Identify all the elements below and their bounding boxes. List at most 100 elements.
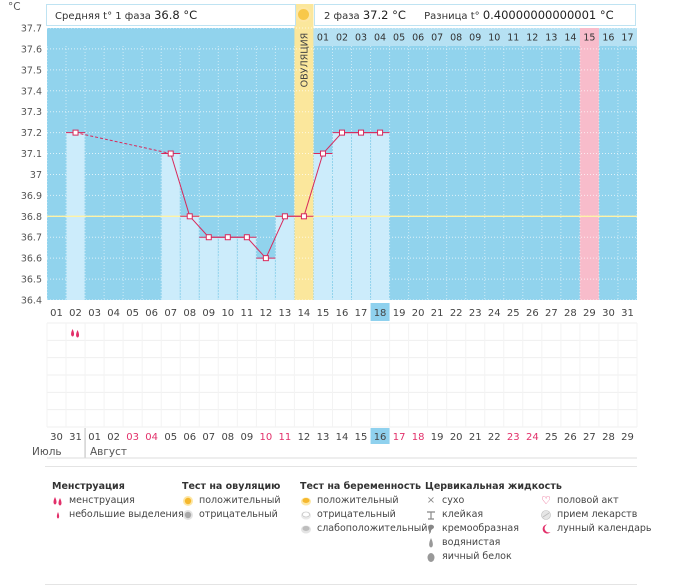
current-day-highlight [370,303,390,321]
temperature-segment [170,153,191,217]
pregnancy-weak-icon [300,523,312,535]
legend-cervical-title: Цервикальная жидкость [425,481,562,492]
date-label: 22 [488,432,501,443]
legend-moon: лунный календарь [540,522,652,535]
legend-medication: прием лекарств [540,508,637,521]
date-label: 18 [412,432,425,443]
legend-cervical-sticky-label: клейкая [442,509,484,520]
date-label: 15 [355,432,368,443]
temperature-point [262,255,269,262]
y-axis-unit: °C [8,1,21,13]
cycle-day-label: 31 [621,308,634,319]
ovulation-label: ОВУЛЯЦИЯ [299,33,310,88]
luteal-day-label: 07 [431,33,443,44]
date-label: 17 [393,432,406,443]
date-label: 05 [164,432,177,443]
date-label: 23 [507,432,520,443]
ovulation-sun-icon [298,9,309,20]
cycle-day-label: 27 [545,308,558,319]
pregnancy-positive-icon [300,495,312,507]
date-label: 11 [279,432,292,443]
moon-icon [540,523,552,535]
date-label: 10 [260,432,273,443]
month-july: Июль [32,446,62,458]
egg-white-icon [425,551,437,563]
date-label: 08 [221,432,234,443]
luteal-day-label: 01 [317,33,329,44]
cycle-day-label: 21 [431,308,444,319]
date-label: 19 [431,432,444,443]
phase2-label: 2 фаза [324,11,360,22]
date-label: 03 [126,432,139,443]
date-label: 29 [621,432,634,443]
y-tick-label: 36.4 [21,296,42,307]
legend-cervical-dry-label: сухо [442,495,465,506]
legend-pregtest-weak: слабоположительный [300,522,427,535]
cycle-day-label: 13 [279,308,292,319]
y-tick-label: 37.3 [21,107,42,118]
temperature-segment [75,132,171,155]
y-tick-label: 37.7 [21,24,42,35]
y-tick-label: 36.9 [21,191,42,202]
date-label: 24 [526,432,539,443]
cross-icon: × [426,495,436,506]
cycle-day-label: 29 [583,308,596,319]
phase2-stat: 2 фаза 37.2 °C Разница t° 0.400000000000… [314,4,636,26]
legend-ovtest-positive-label: положительный [199,495,281,506]
date-label: 21 [469,432,482,443]
y-tick-label: 37.2 [21,128,42,139]
luteal-header-pink [579,28,599,46]
legend-pregtest-weak-label: слабоположительный [317,523,428,534]
temperature-bar [275,216,294,300]
y-tick-label: 37.4 [21,86,42,97]
phase2-value: 37.2 °C [362,8,406,22]
stats-header: Средняя t° 1 фаза 36.8 °C 2 фаза 37.2 °C… [46,4,636,26]
cycle-day-label: 10 [221,308,234,319]
cycle-day-label: 20 [412,308,425,319]
temperature-point [300,213,307,220]
date-label: 12 [298,432,311,443]
blood-drop-small-icon [52,509,64,521]
luteal-day-label: 06 [412,33,424,44]
legend-spotting: небольшие выделения [52,508,184,521]
luteal-day-label: 13 [545,33,557,44]
sticky-icon [425,509,437,521]
luteal-day-label: 11 [507,33,519,44]
diff-label: Разница t° [424,11,480,22]
cycle-day-label: 23 [469,308,482,319]
luteal-day-label: 05 [393,33,405,44]
temperature-point [186,213,193,220]
y-tick-label: 36.8 [21,212,42,223]
legend-cervical-eggwhite: яичный белок [425,550,512,563]
cycle-day-label: 02 [69,308,82,319]
diff-value: 0.40000000000001 °C [482,8,614,22]
legend-moon-label: лунный календарь [557,523,652,534]
blood-drop-double-icon [52,495,64,507]
legend-medication-label: прием лекарств [557,509,638,520]
date-label: 14 [336,432,349,443]
temperature-segment [322,132,343,154]
temperature-bar [237,237,256,300]
legend-cervical-dry: × сухо [425,494,464,507]
y-tick-label: 37.1 [21,149,42,160]
luteal-day-label: 15 [583,33,595,44]
legend-cervical-watery: водянистая [425,536,500,549]
luteal-day-label: 04 [374,33,386,44]
legend-spotting-label: небольшие выделения [69,509,184,520]
creamy-icon [425,523,437,535]
legend-cervical-eggwhite-label: яичный белок [442,551,512,562]
y-tick-label: 36.7 [21,233,42,244]
legend-cervical-watery-label: водянистая [442,537,501,548]
cycle-day-label: 07 [164,308,177,319]
cycle-day-label: 11 [240,308,253,319]
y-tick-label: 37 [30,170,42,181]
ovulation-column [294,4,314,300]
cycle-day-label: 16 [336,308,349,319]
temperature-segment [265,216,286,259]
temperature-bar [199,237,218,300]
luteal-day-label: 16 [602,33,614,44]
cycle-day-label: 04 [107,308,120,319]
legend-divider-bottom [45,584,637,585]
legend-ovtest-negative: отрицательный [182,508,278,521]
temperature-bar [218,237,237,300]
